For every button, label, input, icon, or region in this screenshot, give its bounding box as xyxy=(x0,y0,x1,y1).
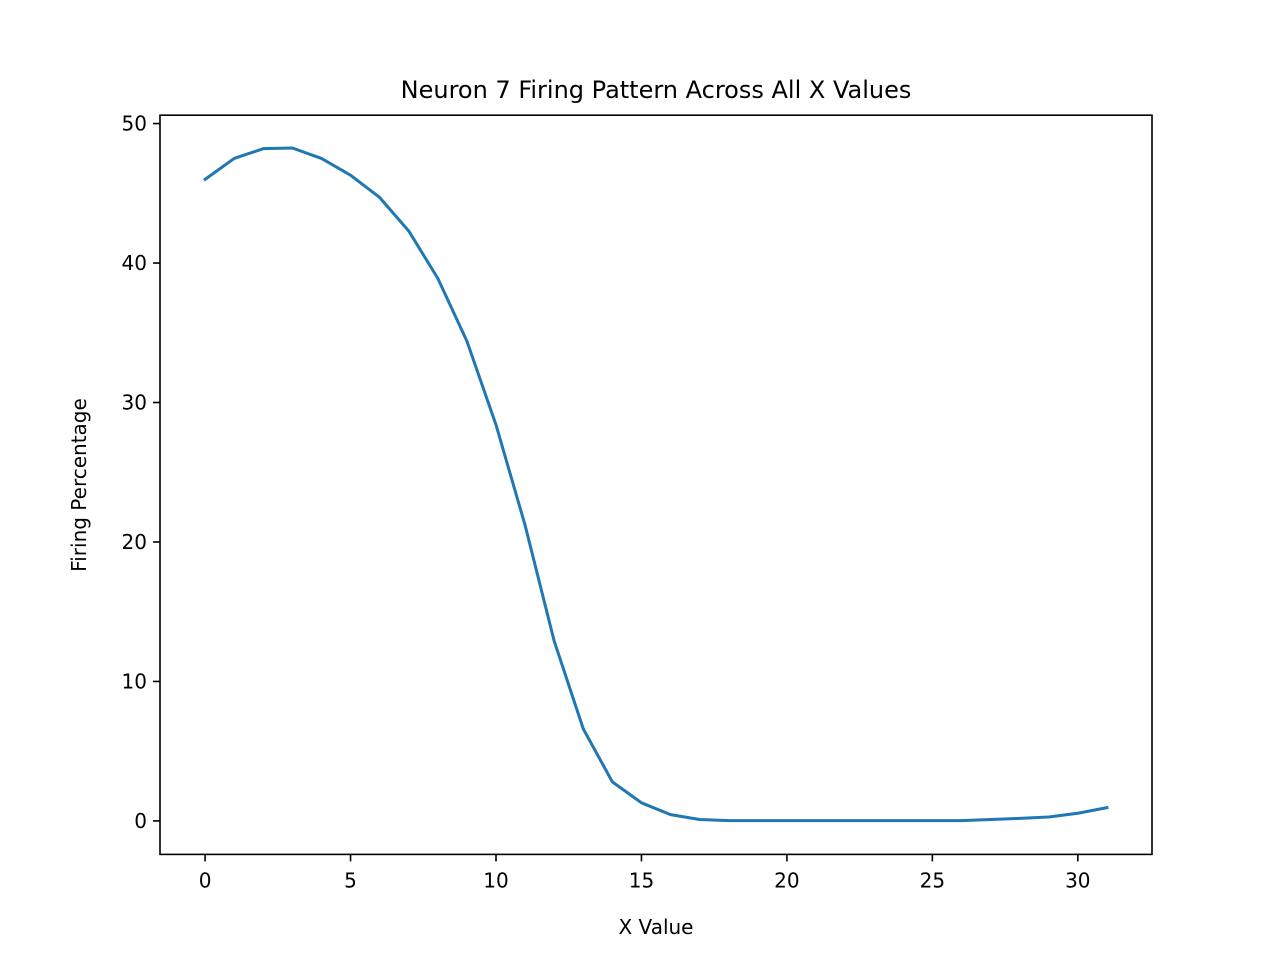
y-tick-label: 0 xyxy=(134,809,147,833)
x-tick-label: 30 xyxy=(1065,868,1090,892)
plot-frame xyxy=(159,114,1153,856)
x-axis-label: X Value xyxy=(619,915,694,939)
plot-area xyxy=(202,146,1109,823)
x-tick-label: 0 xyxy=(199,868,212,892)
x-tick-label: 10 xyxy=(483,868,508,892)
series-line-0 xyxy=(202,146,1109,823)
y-axis-label: Firing Percentage xyxy=(67,398,91,572)
x-tick-label: 15 xyxy=(629,868,654,892)
y-tick-label: 50 xyxy=(122,112,147,136)
x-tick-label: 5 xyxy=(344,868,357,892)
y-tick-label: 40 xyxy=(122,251,147,275)
y-axis: 0 10 20 30 40 50 xyxy=(122,112,160,833)
x-tick-label: 25 xyxy=(920,868,945,892)
y-tick-label: 10 xyxy=(122,669,147,693)
x-axis: 0 5 10 15 20 25 30 xyxy=(199,854,1091,892)
y-tick-label: 30 xyxy=(122,391,147,415)
x-tick-label: 20 xyxy=(774,868,799,892)
y-tick-label: 20 xyxy=(122,530,147,554)
chart-title: Neuron 7 Firing Pattern Across All X Val… xyxy=(401,76,912,104)
